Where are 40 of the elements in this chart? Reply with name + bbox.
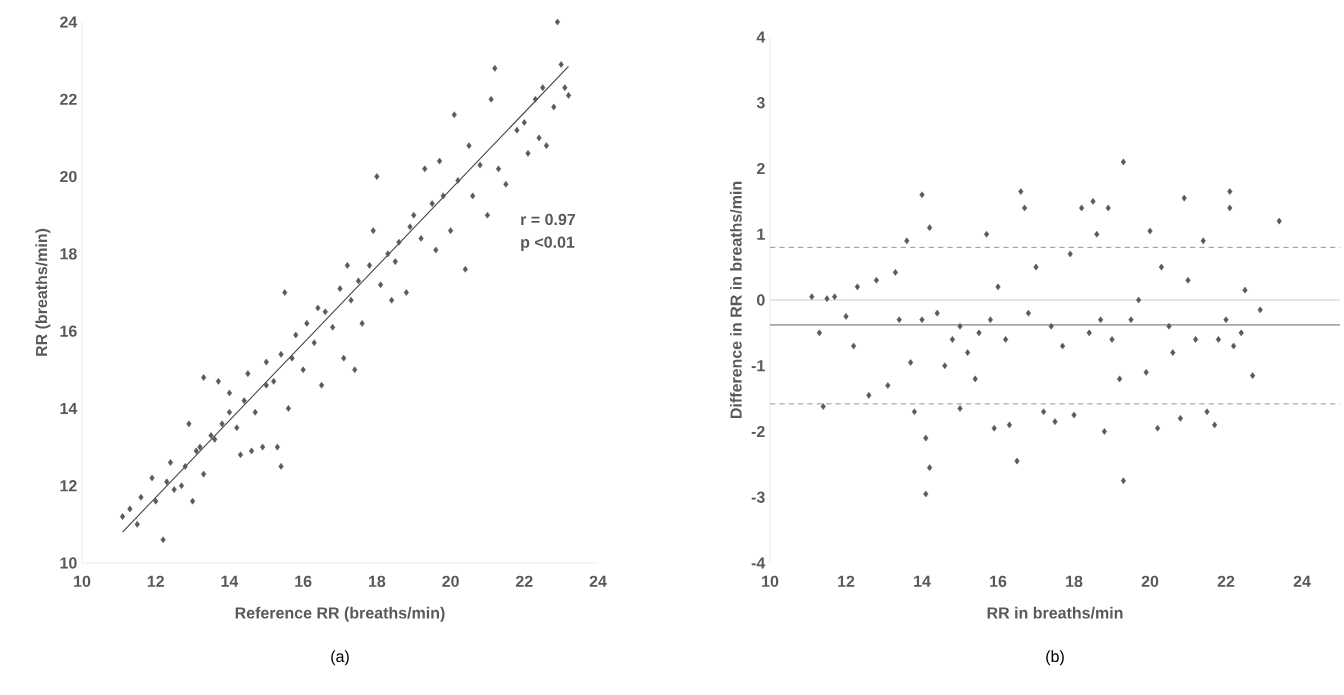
x-tick-label: 16 [295,575,312,588]
y-tick-label: 4 [756,31,766,43]
y-tick-label: 16 [60,325,77,337]
x-tick-label: 20 [1141,575,1159,588]
annotation: r = 0.97 [521,213,576,226]
x-axis-title: Reference RR (breaths/min) [235,606,445,622]
x-tick-label: 16 [990,575,1007,588]
x-tick-label: 14 [914,575,931,587]
x-tick-label: 14 [221,575,239,587]
annotation: p <0.01 [521,236,575,252]
text: (a) [331,650,349,666]
y-tick-label: 1 [757,228,765,240]
x-tick-label: 22 [515,575,533,587]
y-tick-label: 18 [60,248,77,260]
y-axis-title: Difference in RR in breaths/min [730,181,742,419]
x-tick-label: 24 [1293,575,1311,587]
x-tick-label: 18 [368,575,386,588]
y-tick-label: -2 [751,425,765,438]
x-tick-label: 24 [589,575,607,587]
y-tick-label: 0 [757,294,765,306]
y-tick-label: 14 [60,402,78,414]
x-tick-label: 20 [442,575,459,588]
y-tick-label: 10 [60,557,77,569]
y-tick-label: 22 [60,93,77,105]
y-tick-label: 3 [756,97,765,109]
text: (b) [1046,650,1064,666]
x-tick-label: 12 [147,575,164,587]
x-tick-label: 12 [838,575,855,587]
y-axis-title: RR (breaths/min) [35,228,51,356]
y-tick-label: 24 [60,16,78,28]
y-tick-label: 20 [60,170,77,183]
y-tick-label: -3 [751,491,765,503]
x-tick-label: 10 [74,575,91,588]
y-tick-label: -4 [751,557,766,569]
x-tick-label: 18 [1066,575,1083,588]
y-tick-label: 12 [60,480,77,492]
y-tick-label: -1 [751,360,765,372]
y-tick-label: 2 [756,162,765,175]
x-tick-label: 22 [1217,575,1235,587]
x-axis-title: RR in breaths/min [987,606,1123,619]
